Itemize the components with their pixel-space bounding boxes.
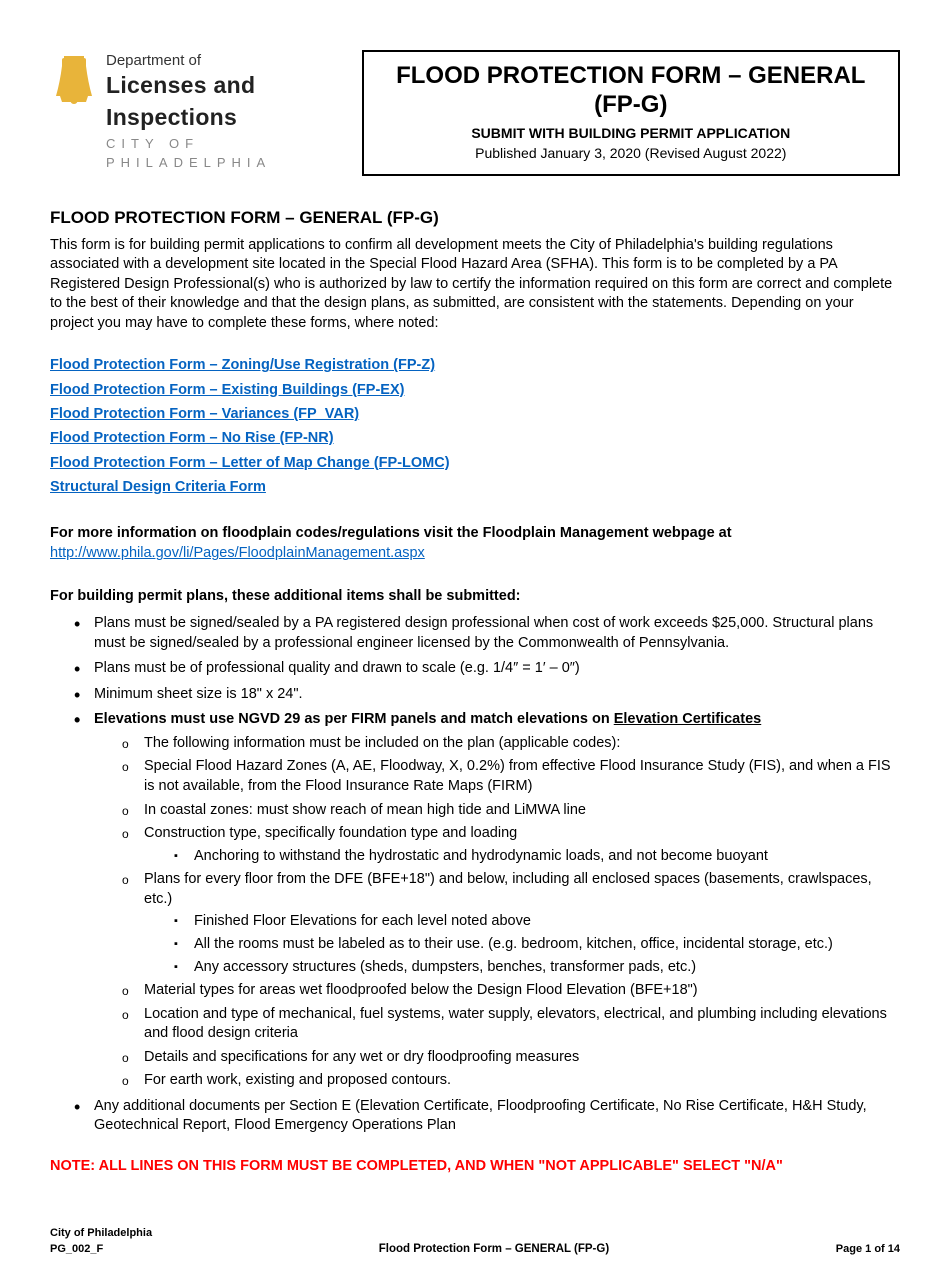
sub-sub-item: Anchoring to withstand the hydrostatic a… [174, 847, 900, 867]
form-title-box: FLOOD PROTECTION FORM – GENERAL (FP-G) S… [362, 50, 900, 176]
footer-left: City of Philadelphia PG_002_F [50, 1226, 152, 1257]
sub-sub-list: Finished Floor Elevations for each level… [144, 912, 900, 977]
page-header: Department of Licenses and Inspections C… [50, 50, 900, 176]
section-heading: FLOOD PROTECTION FORM – GENERAL (FP-G) [50, 206, 900, 230]
sub-item: For earth work, existing and proposed co… [122, 1071, 900, 1091]
requirements-list: Plans must be signed/sealed by a PA regi… [50, 614, 900, 1136]
link-structural[interactable]: Structural Design Criteria Form [50, 477, 266, 497]
liberty-bell-icon [50, 50, 98, 110]
form-subtitle: SUBMIT WITH BUILDING PERMIT APPLICATION [382, 124, 880, 144]
req-item-2: Plans must be of professional quality an… [74, 659, 900, 679]
link-fp-ex[interactable]: Flood Protection Form – Existing Buildin… [50, 380, 404, 400]
footer-form-code: PG_002_F [50, 1243, 103, 1255]
sub-item: Construction type, specifically foundati… [122, 824, 900, 866]
req-item-3: Minimum sheet size is 18" x 24". [74, 685, 900, 705]
link-fp-nr[interactable]: Flood Protection Form – No Rise (FP-NR) [50, 428, 334, 448]
dept-name: Licenses and Inspections [106, 69, 362, 133]
sub-item: Details and specifications for any wet o… [122, 1048, 900, 1068]
footer-city: City of Philadelphia [50, 1227, 152, 1239]
link-fp-var[interactable]: Flood Protection Form – Variances (FP_VA… [50, 404, 359, 424]
sub-sub-list: Anchoring to withstand the hydrostatic a… [144, 847, 900, 867]
sub-sub-item: Finished Floor Elevations for each level… [174, 912, 900, 932]
dept-city: CITY OF PHILADELPHIA [106, 135, 362, 171]
sub-item: Location and type of mechanical, fuel sy… [122, 1005, 900, 1044]
link-fp-z[interactable]: Flood Protection Form – Zoning/Use Regis… [50, 355, 435, 375]
sub-item-text: Construction type, specifically foundati… [144, 825, 517, 841]
elevation-cert-link[interactable]: Elevation Certificates [614, 711, 761, 727]
req-item-4: Elevations must use NGVD 29 as per FIRM … [74, 710, 900, 1091]
completion-note: NOTE: ALL LINES ON THIS FORM MUST BE COM… [50, 1156, 900, 1176]
link-fp-lomc[interactable]: Flood Protection Form – Letter of Map Ch… [50, 453, 450, 473]
sub-item: Plans for every floor from the DFE (BFE+… [122, 870, 900, 977]
sub-sub-item: All the rooms must be labeled as to thei… [174, 935, 900, 955]
related-forms-links: Flood Protection Form – Zoning/Use Regis… [50, 355, 900, 501]
intro-paragraph: This form is for building permit applica… [50, 236, 900, 334]
more-info-text: For more information on floodplain codes… [50, 525, 732, 541]
req-item-4-text: Elevations must use NGVD 29 as per FIRM … [94, 711, 614, 727]
sub-sub-item: Any accessory structures (sheds, dumpste… [174, 958, 900, 978]
form-publish-date: Published January 3, 2020 (Revised Augus… [382, 144, 880, 164]
footer-page-number: Page 1 of 14 [836, 1242, 900, 1257]
sub-item: The following information must be includ… [122, 734, 900, 754]
dept-logo-block: Department of Licenses and Inspections C… [50, 50, 362, 172]
req-item-5: Any additional documents per Section E (… [74, 1097, 900, 1136]
sub-item-text: Plans for every floor from the DFE (BFE+… [144, 871, 872, 907]
req-item-1: Plans must be signed/sealed by a PA regi… [74, 614, 900, 653]
sub-item: Material types for areas wet floodproofe… [122, 981, 900, 1001]
page-footer: City of Philadelphia PG_002_F Flood Prot… [50, 1226, 900, 1257]
req-item-4-sublist: The following information must be includ… [94, 734, 900, 1091]
more-info-block: For more information on floodplain codes… [50, 523, 900, 564]
additional-items-heading: For building permit plans, these additio… [50, 586, 900, 606]
form-title: FLOOD PROTECTION FORM – GENERAL (FP-G) [382, 62, 880, 120]
dept-text: Department of Licenses and Inspections C… [106, 50, 362, 172]
footer-center: Flood Protection Form – GENERAL (FP-G) [379, 1241, 609, 1257]
sub-item: Special Flood Hazard Zones (A, AE, Flood… [122, 757, 900, 796]
sub-item: In coastal zones: must show reach of mea… [122, 801, 900, 821]
floodplain-url[interactable]: http://www.phila.gov/li/Pages/Floodplain… [50, 545, 425, 561]
dept-prefix: Department of [106, 50, 362, 71]
